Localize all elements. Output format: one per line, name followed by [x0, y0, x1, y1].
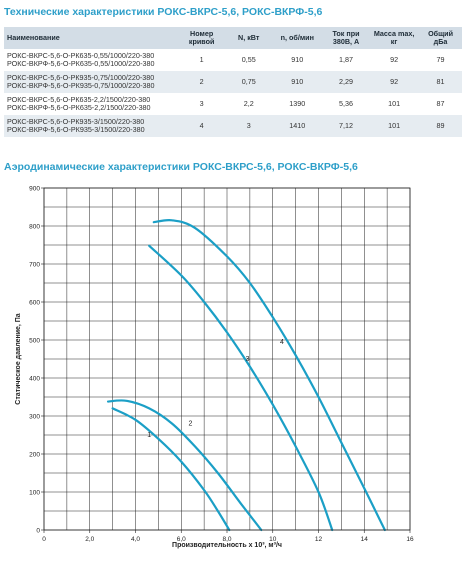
y-tick-label: 200	[29, 451, 40, 458]
curve-labels: 1 2 3 4	[147, 339, 284, 439]
curve-2	[106, 399, 263, 532]
rpm-value: 1410	[271, 115, 323, 137]
curve-label-2: 2	[188, 421, 192, 428]
y-tick-label: 300	[29, 413, 40, 420]
y-axis-label: Статическое давление, Па	[15, 313, 22, 405]
rpm-value: 910	[271, 49, 323, 71]
model-names: РОКС-ВКРС-5,6-О-РК635-0,55/1000/220-380 Р…	[4, 49, 178, 71]
plot-frame	[43, 187, 411, 531]
model-name: РОКС-ВКРФ-5,6-О-РК635-2,2/1500/220-380	[7, 103, 151, 112]
model-names: РОКС-ВКРС-5,6-О-РК635-2,2/1500/220-380 РО…	[4, 93, 178, 115]
header-curve: Номер кривой	[177, 27, 226, 49]
curve-label-1: 1	[147, 432, 151, 439]
x-tick-label: 2,0	[85, 536, 94, 543]
x-tick-label: 10	[269, 536, 277, 543]
x-axis-ticks: 0 2,0 4,0 6,0 8,0 10 12 14 16	[42, 530, 414, 543]
x-tick-label: 14	[361, 536, 369, 543]
current-value: 5,36	[322, 93, 370, 115]
curve-3	[148, 244, 334, 532]
header-rpm: n, об/мин	[271, 27, 323, 49]
model-name: РОКС-ВКРС-5,6-О-РК935-3/1500/220-380	[7, 116, 145, 126]
model-names: РОКС-ВКРС-5,6-О-РК935-0,75/1000/220-380 Р…	[4, 71, 178, 93]
y-tick-label: 700	[29, 261, 40, 268]
curve-label-3: 3	[246, 356, 250, 363]
mass-value: 92	[369, 71, 420, 93]
x-tick-label: 12	[315, 536, 323, 543]
curves	[106, 218, 386, 532]
x-axis-label: Производительность х 10³, м³/ч	[172, 542, 282, 549]
table-row: РОКС-ВКРС-5,6-О-РК935-0,75/1000/220-380 Р…	[4, 71, 462, 93]
rpm-value: 1390	[271, 93, 323, 115]
x-tick-label: 4,0	[131, 536, 140, 543]
mass-value: 92	[369, 49, 420, 71]
header-mass: Масса max, кг	[369, 27, 420, 49]
aero-title: Аэродинамические характеристики РОКС-ВКР…	[4, 161, 358, 173]
y-tick-label: 900	[29, 185, 40, 192]
table-header-row: Наименование Номер кривой N, кВт n, об/м…	[4, 27, 462, 49]
mass-value: 101	[369, 93, 420, 115]
mass-value: 101	[369, 115, 420, 137]
specs-table: Наименование Номер кривой N, кВт n, об/м…	[4, 27, 462, 137]
curve-number: 1	[177, 49, 226, 71]
curve-4	[152, 218, 386, 532]
table-row: РОКС-ВКРС-5,6-О-РК635-2,2/1500/220-380 РО…	[4, 93, 462, 115]
noise-value: 87	[419, 93, 462, 115]
curve-number: 3	[177, 93, 226, 115]
table-row: РОКС-ВКРС-5,6-О-РК635-0,55/1000/220-380 Р…	[4, 49, 462, 71]
curve-1	[111, 407, 231, 532]
x-tick-label: 0	[42, 536, 46, 543]
y-tick-label: 0	[36, 527, 40, 534]
y-axis-ticks: 0 100 200 300 400 500 600 700 800 900	[29, 185, 44, 534]
y-tick-label: 500	[29, 337, 40, 344]
noise-value: 81	[419, 71, 462, 93]
y-tick-label: 800	[29, 223, 40, 230]
model-name: РОКС-ВКРС-5,6-О-РК635-2,2/1500/220-380	[7, 94, 151, 104]
current-value: 2,29	[322, 71, 370, 93]
x-tick-label: 16	[406, 536, 414, 543]
power-value: 0,75	[225, 71, 272, 93]
header-noise: Общий дБа	[419, 27, 462, 49]
specs-title: Технические характеристики РОКС-ВКРС-5,6…	[4, 6, 323, 18]
rpm-value: 910	[271, 71, 323, 93]
power-value: 0,55	[225, 49, 272, 71]
current-value: 7,12	[322, 115, 370, 137]
power-value: 2,2	[225, 93, 272, 115]
y-tick-label: 400	[29, 375, 40, 382]
table-row: РОКС-ВКРС-5,6-О-РК935-3/1500/220-380 РОКС…	[4, 115, 462, 137]
curve-number: 4	[177, 115, 226, 137]
header-power: N, кВт	[225, 27, 272, 49]
header-name: Наименование	[4, 27, 178, 49]
power-value: 3	[225, 115, 272, 137]
model-name: РОКС-ВКРФ-5,6-О-РК935-3/1500/220-380	[7, 125, 145, 134]
current-value: 1,87	[322, 49, 370, 71]
header-current: Ток при 380В, А	[322, 27, 370, 49]
x-tick-label: 6,0	[177, 536, 186, 543]
y-tick-label: 600	[29, 299, 40, 306]
model-name: РОКС-ВКРФ-5,6-О-РК635-0,55/1000/220-380	[7, 59, 155, 68]
model-name: РОКС-ВКРС-5,6-О-РК935-0,75/1000/220-380	[7, 72, 155, 82]
x-tick-label: 8,0	[222, 536, 231, 543]
curve-number: 2	[177, 71, 226, 93]
y-tick-label: 100	[29, 489, 40, 496]
curve-label-4: 4	[280, 339, 284, 346]
noise-value: 79	[419, 49, 462, 71]
noise-value: 89	[419, 115, 462, 137]
model-names: РОКС-ВКРС-5,6-О-РК935-3/1500/220-380 РОКС…	[4, 115, 178, 137]
model-name: РОКС-ВКРС-5,6-О-РК635-0,55/1000/220-380	[7, 50, 155, 60]
model-name: РОКС-ВКРФ-5,6-О-РК935-0,75/1000/220-380	[7, 81, 155, 90]
